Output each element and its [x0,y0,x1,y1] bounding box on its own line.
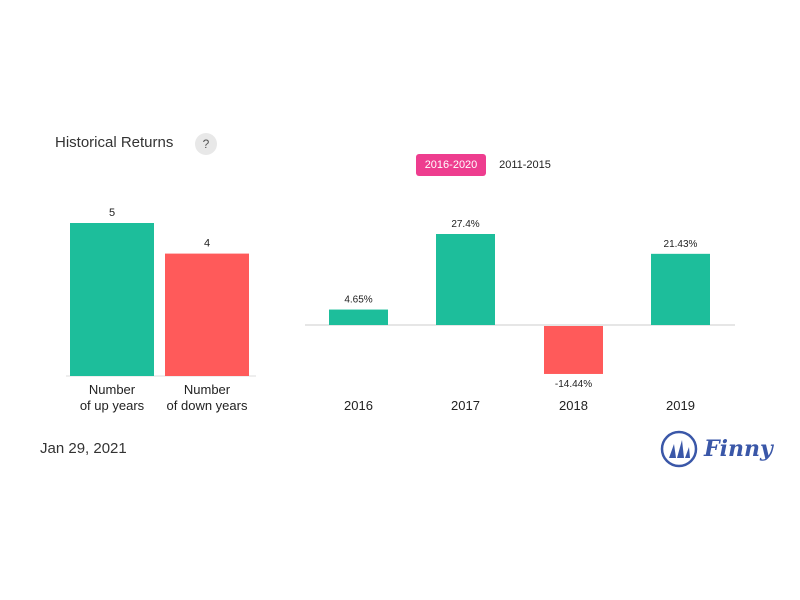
bar-return-label-1: 27.4% [451,219,479,230]
sailboat-icon [660,430,698,468]
bar-return-1 [436,234,495,325]
bar-return-2 [544,326,603,374]
tab-2016-2020[interactable]: 2016-2020 [416,154,486,176]
bar-return-3 [651,253,710,325]
category-label-1-1: of down years [167,398,248,413]
year-label-2: 2018 [559,398,588,413]
year-label-1: 2017 [451,398,480,413]
help-icon[interactable]: ? [195,133,217,155]
year-label-3: 2019 [666,398,695,413]
brand-name: Finny [704,436,773,462]
bar-return-label-2: -14.44% [555,379,592,390]
bar-count-1 [165,253,249,376]
as-of-date: Jan 29, 2021 [40,440,127,457]
category-label-0-1: of up years [80,398,145,413]
bar-return-0 [329,309,388,325]
bar-return-label-0: 4.65% [344,295,372,306]
bar-return-label-3: 21.43% [664,239,698,250]
finny-logo: Finny [660,430,773,468]
bar-count-label-1: 4 [204,238,210,250]
bar-count-label-0: 5 [109,207,115,219]
section-title: Historical Returns [55,134,174,151]
bar-count-0 [70,223,154,376]
category-label-0-0: Number [89,382,136,397]
category-label-1-0: Number [184,382,231,397]
year-label-0: 2016 [344,398,373,413]
tab-2011-2015[interactable]: 2011-2015 [499,159,551,171]
